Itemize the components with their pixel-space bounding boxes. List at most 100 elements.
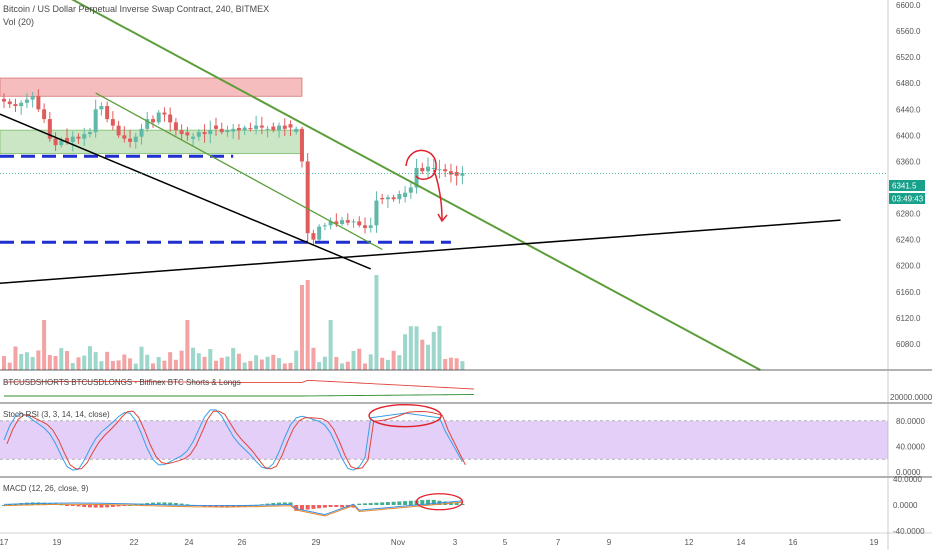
candle-body[interactable]: [179, 130, 184, 135]
candle-body[interactable]: [202, 132, 207, 135]
macd-line[interactable]: [3, 500, 463, 516]
macd-highlight-ellipse[interactable]: [415, 493, 464, 511]
stoch-rsi-pane[interactable]: [0, 403, 888, 471]
candle-body[interactable]: [334, 221, 339, 225]
candle-body[interactable]: [385, 197, 390, 200]
candle-body[interactable]: [122, 135, 127, 139]
candle-body[interactable]: [47, 119, 52, 139]
candle-body[interactable]: [403, 192, 408, 198]
stoch-k-line[interactable]: [3, 409, 463, 471]
candle-body[interactable]: [128, 138, 133, 142]
candle-body[interactable]: [265, 128, 270, 130]
candle-body[interactable]: [168, 114, 173, 123]
candle-body[interactable]: [133, 136, 138, 142]
candle-body[interactable]: [380, 197, 385, 200]
candle-body[interactable]: [426, 166, 431, 172]
ascending-trendline[interactable]: [0, 219, 841, 284]
candle-body[interactable]: [328, 221, 333, 226]
candle-body[interactable]: [110, 119, 115, 126]
descending-channel-top[interactable]: [0, 80, 372, 270]
candle-body[interactable]: [214, 125, 219, 129]
candle-body[interactable]: [288, 124, 293, 128]
candle-body[interactable]: [185, 132, 190, 136]
candle-body[interactable]: [82, 134, 87, 139]
macd-signal-line[interactable]: [3, 501, 463, 517]
candle-body[interactable]: [448, 171, 453, 175]
candle-body[interactable]: [317, 226, 322, 240]
stoch-d-line[interactable]: [6, 410, 466, 470]
candle-body[interactable]: [173, 122, 178, 131]
candle-body[interactable]: [208, 130, 213, 135]
price-axis[interactable]: 6600.0 6560.0 6520.0 6480.0 6440.0 6400.0 6360…: [890, 1, 932, 536]
candle-body[interactable]: [225, 130, 230, 133]
candle-body[interactable]: [397, 194, 402, 200]
candle-body[interactable]: [24, 99, 29, 103]
candle-body[interactable]: [42, 109, 47, 120]
candle-body[interactable]: [259, 125, 264, 128]
candle-body[interactable]: [116, 125, 121, 136]
shorts-longs-pane[interactable]: [3, 379, 474, 397]
stoch-highlight-ellipse[interactable]: [368, 403, 442, 428]
candle-body[interactable]: [340, 220, 345, 225]
candle-body[interactable]: [254, 125, 259, 129]
candle-body[interactable]: [36, 96, 41, 110]
candle-body[interactable]: [362, 225, 367, 228]
candle-body[interactable]: [145, 119, 150, 129]
candle-body[interactable]: [408, 187, 413, 193]
candle-body[interactable]: [368, 225, 373, 228]
candle-body[interactable]: [87, 132, 92, 135]
descending-channel-bottom[interactable]: [95, 92, 383, 251]
candle-body[interactable]: [322, 225, 327, 227]
candle-body[interactable]: [139, 128, 144, 137]
time-axis[interactable]: 17 19 22 24 26 29 Nov 3 5 7 9 12 14 16 19: [0, 538, 879, 547]
candle-body[interactable]: [2, 98, 6, 102]
candle-body[interactable]: [431, 167, 436, 169]
candle-body[interactable]: [236, 128, 241, 131]
candle-body[interactable]: [351, 221, 356, 223]
candle-body[interactable]: [162, 112, 167, 115]
candle-body[interactable]: [454, 172, 459, 176]
candle-body[interactable]: [305, 161, 310, 234]
candle-body[interactable]: [414, 167, 419, 188]
candle-body[interactable]: [248, 128, 253, 130]
candle-body[interactable]: [53, 138, 58, 146]
candle-body[interactable]: [271, 126, 276, 131]
candle-body[interactable]: [242, 127, 247, 131]
candle-body[interactable]: [437, 169, 442, 171]
candle-body[interactable]: [191, 136, 196, 139]
candle-body[interactable]: [70, 136, 75, 142]
longs-line[interactable]: [4, 394, 474, 397]
red-annotation-arrow[interactable]: [405, 149, 443, 220]
candle-body[interactable]: [294, 128, 299, 132]
resistance-zone[interactable]: [0, 77, 303, 97]
candle-body[interactable]: [357, 221, 362, 226]
price-pane[interactable]: [0, 0, 888, 371]
candle-body[interactable]: [156, 112, 161, 123]
candle-body[interactable]: [76, 136, 81, 139]
candle-body[interactable]: [219, 128, 224, 133]
candle-body[interactable]: [30, 96, 35, 100]
candle-body[interactable]: [231, 128, 236, 132]
candle-body[interactable]: [277, 125, 282, 131]
candle-body[interactable]: [150, 119, 155, 123]
candle-body[interactable]: [196, 132, 201, 137]
candle-body[interactable]: [105, 106, 110, 120]
candle-body[interactable]: [59, 140, 64, 146]
long-descending-trendline[interactable]: [4, 0, 761, 371]
shorts-line[interactable]: [3, 379, 474, 390]
candle-body[interactable]: [282, 125, 287, 129]
candle-body[interactable]: [345, 220, 350, 223]
candle-body[interactable]: [391, 197, 396, 200]
candle-body[interactable]: [311, 233, 316, 240]
candle-body[interactable]: [460, 173, 465, 176]
candle-body[interactable]: [99, 106, 104, 110]
candle-body[interactable]: [7, 101, 12, 105]
candle-body[interactable]: [19, 102, 24, 107]
candle-body[interactable]: [93, 109, 98, 133]
candle-body[interactable]: [299, 128, 304, 162]
macd-pane[interactable]: [2, 493, 465, 517]
candle-body[interactable]: [374, 200, 379, 226]
candle-body[interactable]: [65, 137, 70, 142]
candle-body[interactable]: [443, 169, 448, 172]
